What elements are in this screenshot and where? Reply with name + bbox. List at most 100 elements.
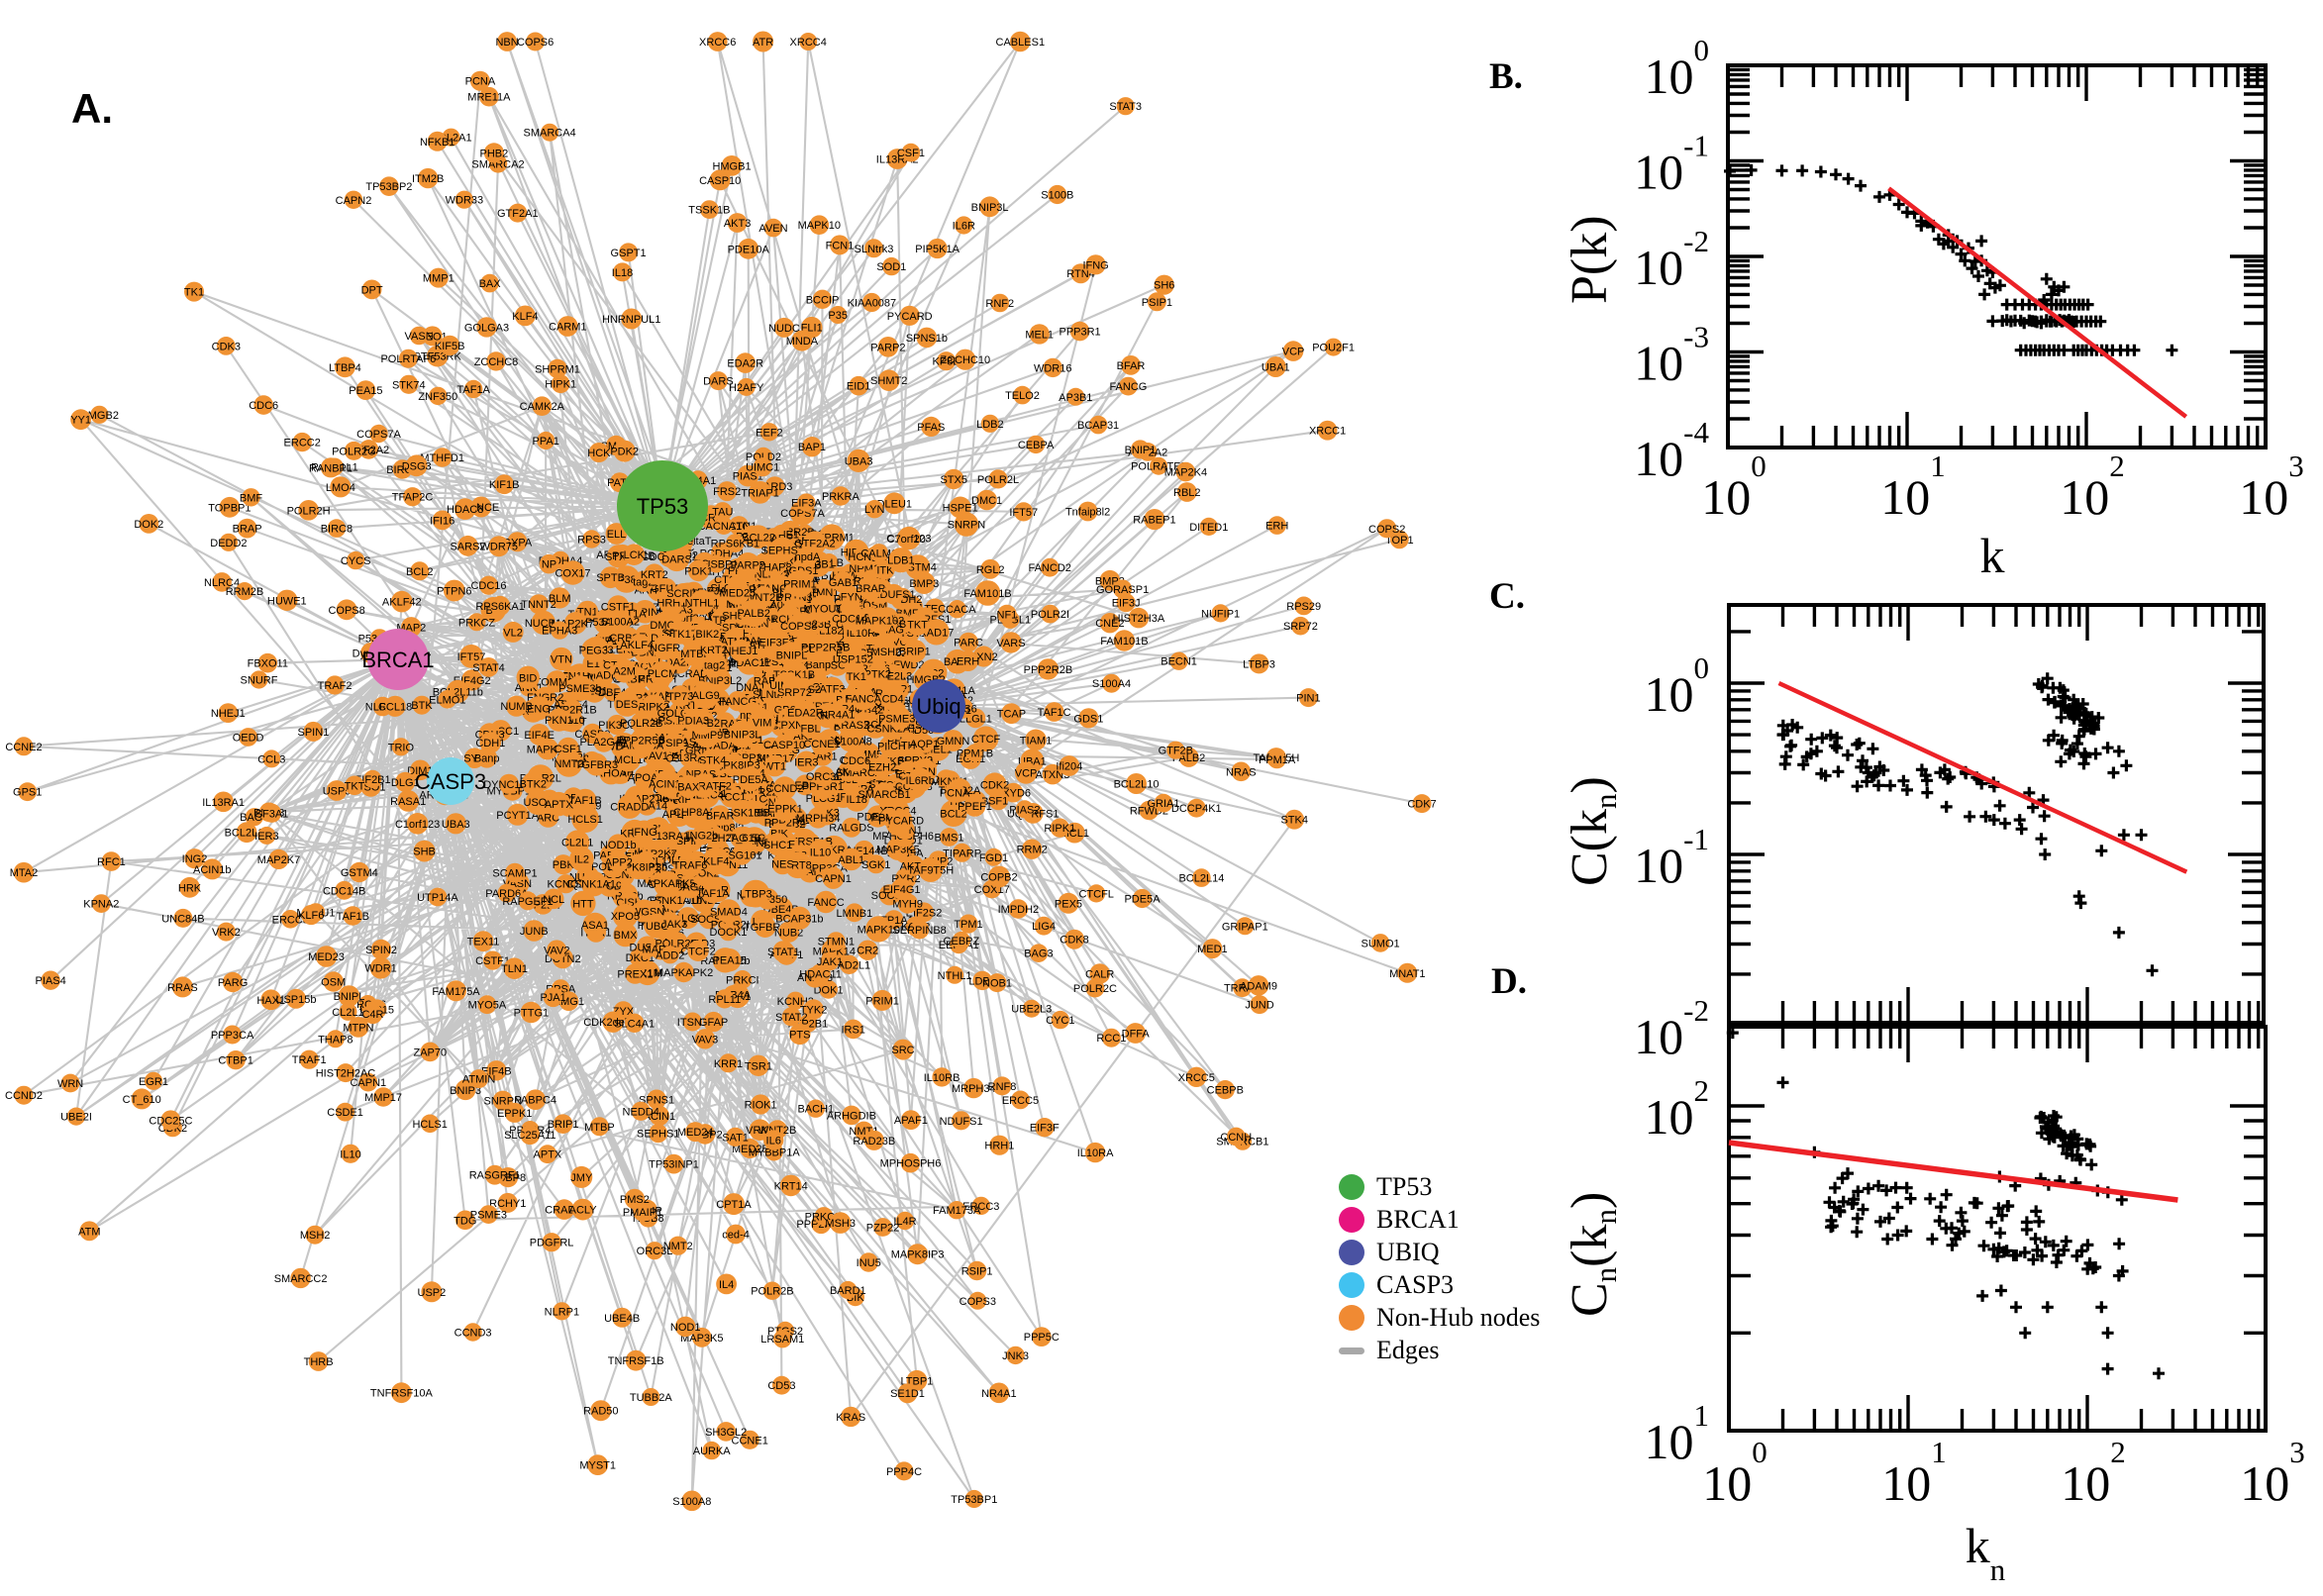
svg-text:RASGRF1: RASGRF1 [469, 1170, 521, 1182]
svg-text:PSIP1: PSIP1 [1142, 297, 1172, 309]
svg-text:MED1: MED1 [1197, 944, 1228, 955]
svg-text:SHC1: SHC1 [763, 840, 792, 851]
svg-text:IL4: IL4 [719, 1279, 734, 1291]
svg-text:SUMO1: SUMO1 [1362, 938, 1400, 949]
svg-text:IMPDH2: IMPDH2 [998, 904, 1040, 916]
svg-text:RPS29: RPS29 [1286, 601, 1321, 613]
svg-text:FANCG: FANCG [1109, 381, 1147, 393]
svg-text:BIK2: BIK2 [695, 629, 719, 641]
svg-text:IFNG: IFNG [1082, 259, 1108, 271]
svg-text:EZH2: EZH2 [868, 761, 896, 773]
svg-text:NLRP1: NLRP1 [545, 1306, 579, 1318]
svg-text:TAF1C: TAF1C [1038, 707, 1071, 719]
svg-text:LDB1: LDB1 [887, 555, 915, 567]
svg-text:PLCM: PLCM [648, 668, 678, 680]
svg-text:PCNA: PCNA [465, 76, 496, 88]
svg-text:TRAF2: TRAF2 [318, 680, 353, 692]
svg-text:CSNK1A1c: CSNK1A1c [566, 879, 622, 891]
svg-text:BRAP: BRAP [856, 583, 885, 595]
svg-text:LYN: LYN [864, 504, 885, 516]
svg-text:HAX1: HAX1 [256, 995, 285, 1007]
svg-text:LRSAM1: LRSAM1 [760, 1334, 804, 1346]
svg-text:STK4: STK4 [1280, 815, 1308, 827]
svg-text:HRH1: HRH1 [984, 1141, 1014, 1152]
svg-text:CABLES1: CABLES1 [996, 37, 1046, 49]
svg-text:Edges: Edges [1376, 1336, 1440, 1364]
svg-text:RAPGEF1: RAPGEF1 [502, 896, 553, 908]
svg-text:BNIP3L: BNIP3L [971, 202, 1009, 214]
svg-text:MAPK10: MAPK10 [858, 924, 900, 936]
svg-text:TNNT2: TNNT2 [521, 599, 556, 611]
svg-text:WDR33: WDR33 [446, 195, 484, 207]
svg-text:PSME3b: PSME3b [558, 683, 601, 695]
svg-text:CASP3: CASP3 [415, 769, 486, 794]
svg-text:MED24: MED24 [677, 1127, 714, 1139]
svg-text:CRADD: CRADD [610, 802, 649, 814]
svg-text:NHEJ1: NHEJ1 [211, 708, 246, 720]
svg-text:RNF8: RNF8 [988, 1081, 1017, 1093]
svg-text:KIF5B: KIF5B [435, 341, 465, 352]
svg-text:ALG9: ALG9 [692, 690, 720, 702]
svg-text:SMARCA4: SMARCA4 [524, 128, 576, 140]
svg-text:MAP3K5: MAP3K5 [680, 1333, 723, 1345]
svg-text:KRAS: KRAS [836, 1412, 865, 1424]
svg-text:THRB: THRB [304, 1356, 334, 1368]
svg-text:SPIN1: SPIN1 [298, 727, 330, 739]
svg-text:PIN1: PIN1 [1296, 693, 1320, 705]
svg-text:CR2: CR2 [857, 946, 878, 957]
svg-text:PMN1: PMN1 [809, 587, 840, 599]
svg-text:UIMC1: UIMC1 [746, 462, 779, 474]
svg-text:ERH: ERH [957, 656, 979, 668]
svg-text:TUBB2A: TUBB2A [630, 1392, 672, 1404]
svg-text:KRR1: KRR1 [714, 1058, 743, 1070]
svg-text:C4R: C4R [361, 1009, 383, 1021]
svg-text:KRT2: KRT2 [641, 569, 668, 581]
svg-text:MAP2K7: MAP2K7 [257, 854, 300, 866]
svg-text:MAPKAPK5: MAPKAPK5 [637, 878, 695, 890]
svg-text:TPM1: TPM1 [954, 919, 982, 931]
svg-text:ERCC5: ERCC5 [1002, 1095, 1039, 1107]
svg-text:CSF1: CSF1 [555, 744, 582, 755]
svg-text:HUWE1: HUWE1 [267, 595, 307, 607]
svg-text:HIPK1: HIPK1 [545, 379, 576, 391]
svg-text:TK1: TK1 [847, 671, 866, 683]
svg-text:RAD50: RAD50 [583, 1406, 618, 1418]
svg-text:CDK3: CDK3 [212, 341, 241, 352]
svg-text:TRAF6: TRAF6 [673, 859, 708, 871]
svg-text:POLR2G: POLR2G [332, 446, 376, 457]
svg-text:COPS2: COPS2 [1368, 524, 1405, 536]
svg-text:CL2L1: CL2L1 [561, 838, 593, 849]
svg-text:VCP: VCP [1282, 347, 1305, 358]
svg-text:NOD1: NOD1 [670, 1322, 701, 1334]
svg-text:NEDD4: NEDD4 [623, 1106, 659, 1118]
svg-text:Non-Hub nodes: Non-Hub nodes [1376, 1303, 1540, 1332]
svg-text:RABEP1: RABEP1 [1133, 515, 1175, 527]
svg-text:STAT1: STAT1 [767, 947, 800, 958]
svg-text:EIF3A: EIF3A [791, 498, 822, 510]
svg-text:ELMO1: ELMO1 [429, 694, 465, 706]
svg-text:MTA2: MTA2 [10, 867, 39, 879]
svg-text:UBE2L3: UBE2L3 [1011, 1004, 1052, 1016]
svg-text:IL6R: IL6R [953, 221, 975, 233]
svg-text:TRAF1: TRAF1 [292, 1054, 327, 1066]
svg-text:CCND3: CCND3 [454, 1328, 492, 1340]
svg-text:NTHL1: NTHL1 [938, 970, 972, 982]
svg-text:NBN: NBN [495, 37, 518, 49]
svg-text:MNDA: MNDA [786, 336, 819, 348]
svg-text:SMAD4: SMAD4 [710, 906, 748, 918]
svg-text:NGFR: NGFR [650, 643, 680, 654]
svg-text:NF1: NF1 [997, 610, 1018, 622]
svg-text:RSIP1: RSIP1 [961, 1266, 993, 1278]
svg-text:CCNE2: CCNE2 [5, 742, 42, 753]
svg-text:IL2: IL2 [574, 854, 589, 866]
svg-text:CASP10: CASP10 [763, 740, 805, 751]
svg-text:SRP72: SRP72 [1283, 621, 1318, 633]
svg-text:EIF4E: EIF4E [524, 730, 555, 742]
svg-text:APAF1: APAF1 [894, 1115, 928, 1127]
svg-text:RPS3: RPS3 [577, 535, 606, 547]
svg-text:RIOK1: RIOK1 [745, 1100, 777, 1112]
svg-text:IL18: IL18 [612, 267, 633, 279]
svg-text:HNRNPUL1: HNRNPUL1 [602, 314, 660, 326]
svg-text:GFAP: GFAP [699, 1017, 728, 1029]
svg-text:RANBP1: RANBP1 [309, 462, 353, 474]
